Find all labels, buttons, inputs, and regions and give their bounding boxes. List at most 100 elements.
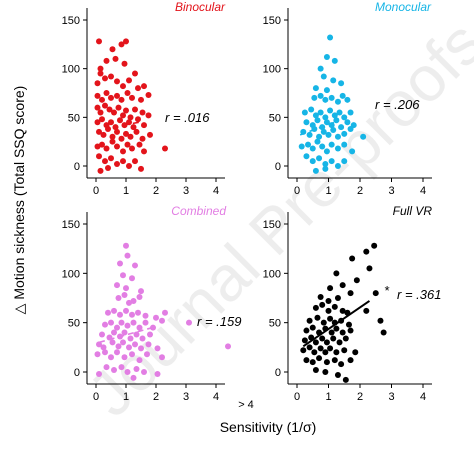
data-point [115, 343, 122, 350]
data-point [102, 349, 108, 356]
data-point [121, 354, 128, 361]
data-point [118, 319, 125, 326]
data-point [352, 349, 359, 356]
data-point [96, 370, 102, 377]
data-point [325, 131, 332, 138]
data-point [94, 143, 101, 150]
panel-binocular: 0 50 100 150 0 1 2 3 4 Binocular r = .016 [62, 0, 226, 197]
data-point [316, 155, 323, 162]
data-point [311, 94, 318, 101]
data-point [301, 109, 308, 116]
data-point [309, 158, 316, 165]
x-tick-label: 1 [325, 185, 331, 197]
outlier-tick-label: > 4 [238, 399, 254, 411]
data-point [133, 128, 140, 135]
data-point [320, 319, 327, 326]
data-point [145, 91, 152, 98]
data-point [186, 319, 192, 326]
data-point [97, 109, 104, 116]
data-point [115, 295, 122, 301]
data-point [338, 80, 345, 87]
data-point [334, 371, 341, 378]
data-point [139, 109, 146, 116]
data-point [154, 345, 161, 352]
data-point [132, 158, 138, 165]
data-point [366, 265, 373, 272]
data-point [331, 57, 338, 64]
data-point [124, 90, 131, 96]
data-point [331, 357, 338, 364]
data-point [108, 319, 114, 326]
data-point [136, 357, 143, 364]
data-point [325, 307, 332, 314]
data-point [322, 161, 329, 168]
data-point [124, 369, 131, 375]
data-point [132, 70, 138, 77]
data-point [325, 297, 332, 304]
data-point [312, 112, 319, 119]
data-point [108, 354, 114, 361]
data-point [141, 369, 147, 375]
panel-monocular: 0 50 100 150 0 1 2 3 4 Monocular r = .206 [263, 0, 432, 197]
data-point [102, 321, 108, 328]
panel-title: Combined [171, 204, 226, 218]
y-tick-label: 0 [275, 367, 281, 379]
correlation-label: r = .206 [375, 97, 420, 112]
data-point [320, 73, 327, 80]
x-tick-label: 3 [388, 391, 394, 403]
correlation-label: r = .361 [397, 287, 441, 302]
data-point [330, 126, 337, 133]
data-point [121, 292, 128, 299]
data-point [339, 92, 346, 99]
data-point [334, 133, 341, 140]
data-point [322, 165, 329, 172]
data-point [317, 92, 324, 99]
data-point [162, 309, 168, 316]
x-tick-label: 0 [93, 391, 99, 403]
data-point [139, 335, 146, 342]
data-point [136, 324, 143, 331]
data-point [314, 314, 321, 321]
data-point [371, 242, 378, 249]
data-point [328, 141, 335, 148]
data-point [347, 126, 354, 133]
data-point [330, 77, 337, 84]
data-point [147, 131, 153, 138]
data-point [118, 96, 125, 103]
data-point [330, 335, 337, 342]
data-point [112, 55, 119, 62]
x-tick-label: 2 [357, 185, 363, 197]
data-point [363, 307, 370, 314]
panel-title: Full VR [393, 204, 433, 218]
data-point [127, 114, 134, 121]
data-point [103, 57, 110, 64]
data-point [145, 112, 152, 119]
data-point [121, 60, 128, 67]
y-tick-label: 150 [263, 219, 281, 231]
data-point [111, 307, 117, 314]
data-point [341, 130, 348, 137]
data-point [129, 94, 135, 101]
data-point [135, 309, 141, 316]
data-point [320, 128, 327, 135]
data-point [120, 148, 126, 155]
x-tick-label: 3 [183, 185, 189, 197]
data-point [132, 106, 138, 113]
data-point [124, 322, 131, 329]
data-point [97, 70, 104, 77]
data-point [123, 307, 129, 314]
data-point [347, 357, 354, 364]
y-tick-label: 100 [263, 64, 281, 76]
data-point [133, 366, 140, 373]
data-point [341, 141, 348, 148]
data-point [129, 351, 135, 358]
data-point [115, 104, 122, 111]
data-point [305, 141, 312, 148]
data-point [102, 75, 108, 82]
data-point [144, 351, 150, 358]
data-point [126, 163, 132, 169]
data-point [108, 119, 114, 126]
data-point [347, 290, 354, 297]
data-point [112, 124, 119, 131]
